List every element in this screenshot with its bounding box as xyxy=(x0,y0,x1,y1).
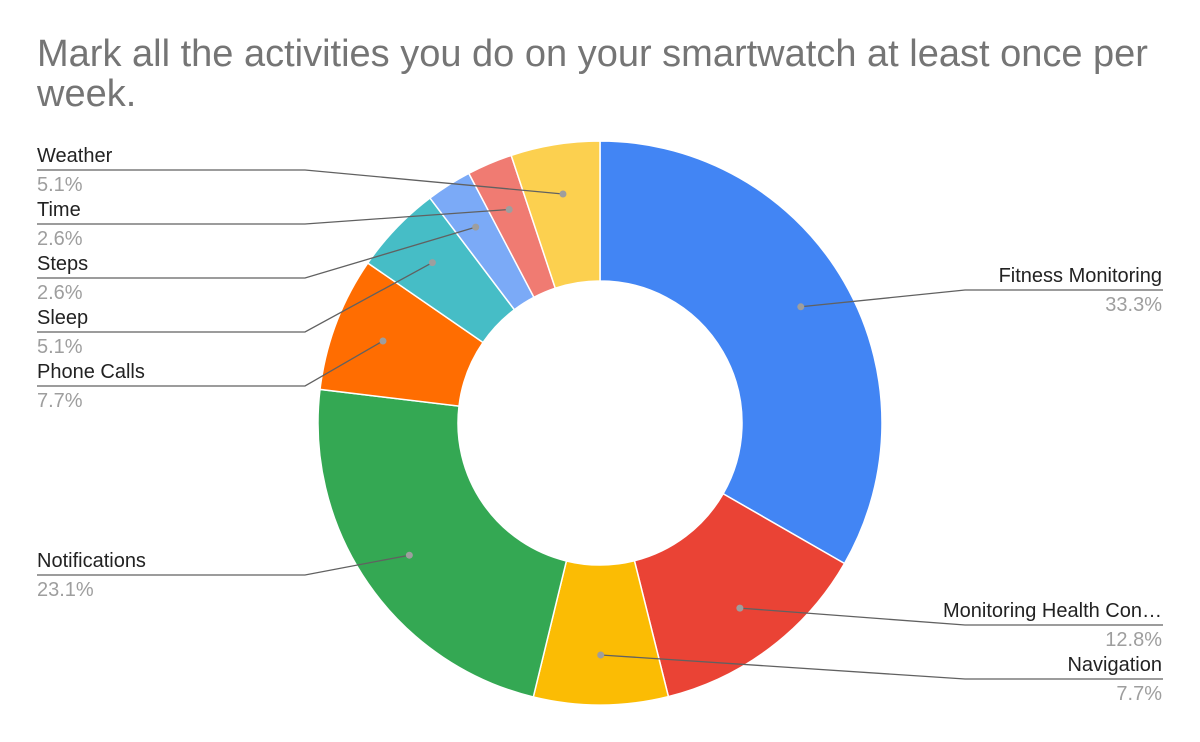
leader-dot-monitoring-health-con xyxy=(736,604,744,612)
leader-lines xyxy=(37,169,1163,680)
slice-value-phone-calls: 7.7% xyxy=(37,390,83,412)
leader-dot-phone-calls xyxy=(379,337,387,345)
slice-value-monitoring-health-con: 12.8% xyxy=(1105,629,1162,651)
leader-dot-sleep xyxy=(428,259,436,267)
slice-label-phone-calls: Phone Calls xyxy=(37,361,145,383)
leader-dot-steps xyxy=(472,223,480,231)
slice-label-sleep: Sleep xyxy=(37,307,88,329)
slice-label-weather: Weather xyxy=(37,145,113,167)
slice-value-time: 2.6% xyxy=(37,228,83,250)
leader-dot-time xyxy=(505,206,513,214)
slice-weather xyxy=(510,140,601,290)
slice-value-fitness-monitoring: 33.3% xyxy=(1105,294,1162,316)
slice-labels: Fitness Monitoring 33.3% Monitoring Health… xyxy=(37,145,1162,705)
donut-slices xyxy=(317,140,883,706)
slice-label-time: Time xyxy=(37,199,81,221)
slice-value-navigation: 7.7% xyxy=(1116,683,1162,705)
slice-value-steps: 2.6% xyxy=(37,282,83,304)
slice-label-notifications: Notifications xyxy=(37,550,146,572)
leader-line-time xyxy=(37,208,510,225)
leader-line-phone-calls xyxy=(37,340,384,387)
slice-value-sleep: 5.1% xyxy=(37,336,83,358)
leader-dot-notifications xyxy=(405,551,413,559)
slice-label-monitoring-health-con: Monitoring Health Con… xyxy=(943,600,1162,622)
leader-line-steps xyxy=(37,226,476,279)
leader-line-sleep xyxy=(37,262,433,333)
chart-title: Mark all the activities you do on your s… xyxy=(37,33,1148,115)
slice-label-fitness-monitoring: Fitness Monitoring xyxy=(999,265,1162,287)
slice-fitness-monitoring xyxy=(599,140,883,565)
leader-line-notifications xyxy=(37,554,410,576)
slice-value-weather: 5.1% xyxy=(37,174,83,196)
slice-monitoring-health-con xyxy=(633,492,846,698)
leader-line-navigation xyxy=(600,654,1163,680)
leader-dot-navigation xyxy=(597,651,605,659)
slice-notifications xyxy=(317,388,568,698)
leader-dot-weather xyxy=(559,190,567,198)
slice-label-steps: Steps xyxy=(37,253,88,275)
leader-line-monitoring-health-con xyxy=(739,607,1163,626)
leader-line-fitness-monitoring xyxy=(800,289,1163,308)
slice-label-navigation: Navigation xyxy=(1067,654,1162,676)
slice-value-notifications: 23.1% xyxy=(37,579,94,601)
leader-dot-fitness-monitoring xyxy=(797,303,805,311)
leader-line-weather xyxy=(37,169,564,195)
